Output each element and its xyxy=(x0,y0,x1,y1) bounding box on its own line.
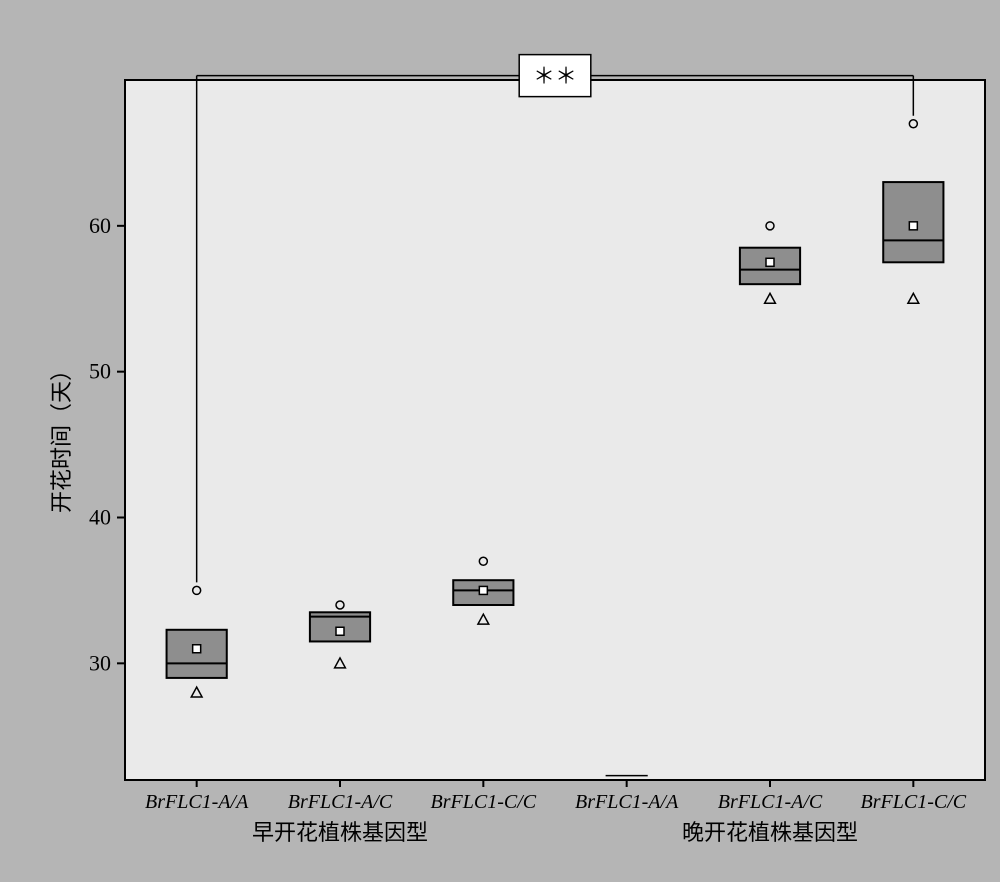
y-axis-label: 开花时间（天） xyxy=(44,336,76,536)
y-tick-label: 30 xyxy=(89,650,111,675)
y-tick-label: 60 xyxy=(89,213,111,238)
mean-marker xyxy=(766,258,774,266)
x-category-label: BrFLC1-C/C xyxy=(861,791,967,813)
chart-container: 30 40 50 60 BrFLC1-A/A BrFLC1-A/C BrFLC1-C/C Br… xyxy=(0,0,1000,877)
sig-label: ＊＊ xyxy=(533,63,577,88)
mean-marker xyxy=(479,586,487,594)
x-category-label: BrFLC1-A/C xyxy=(718,791,823,813)
mean-marker xyxy=(336,627,344,635)
x-group-label: 晚开花植株基因型 xyxy=(682,820,858,845)
mean-marker xyxy=(909,222,917,230)
x-group-label: 早开花植株基因型 xyxy=(252,820,428,845)
plot-area xyxy=(125,80,985,780)
mean-marker xyxy=(193,645,201,653)
y-tick-label: 50 xyxy=(89,359,111,384)
y-tick-label: 40 xyxy=(89,505,111,530)
x-category-label: BrFLC1-A/A xyxy=(145,791,249,813)
x-category-label: BrFLC1-A/A xyxy=(575,791,679,813)
x-category-label: BrFLC1-A/C xyxy=(288,791,393,813)
box xyxy=(167,630,227,678)
x-category-label: BrFLC1-C/C xyxy=(431,791,537,813)
boxplot-svg: 30 40 50 60 BrFLC1-A/A BrFLC1-A/C BrFLC1-C/C Br… xyxy=(0,0,1000,877)
